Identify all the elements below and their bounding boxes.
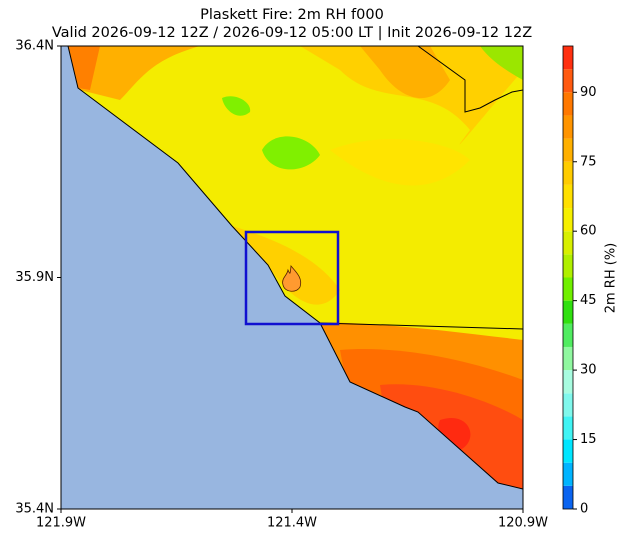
x-tick-label: 120.9W (498, 516, 548, 531)
y-tick-label: 35.9N (15, 270, 54, 285)
colorbar-level (563, 346, 573, 371)
colorbar-tick-label: 75 (580, 154, 597, 169)
fire-icon (282, 265, 302, 292)
colorbar-tick-label: 30 (580, 363, 597, 378)
colorbar-level (563, 277, 573, 301)
colorbar-label: 2m RH (%) (604, 243, 619, 314)
colorbar-level (563, 69, 573, 93)
colorbar-level (563, 161, 573, 185)
ocean (61, 46, 523, 509)
colorbar-level (563, 46, 573, 70)
county-line (417, 46, 523, 113)
colorbar-tick-label: 0 (580, 502, 588, 517)
colorbar-level (563, 300, 573, 324)
colorbar-tick-label: 60 (580, 224, 597, 239)
colorbar-level (563, 138, 573, 162)
fire-area-box (244, 230, 340, 326)
map (61, 46, 523, 509)
subtitle: Valid 2026-09-12 12Z / 2026-09-12 05:00 … (52, 25, 532, 41)
colorbar-tick-label: 15 (580, 432, 597, 447)
colorbar-frame (562, 45, 574, 510)
colorbar-level (563, 393, 573, 417)
rh-band (232, 226, 340, 305)
title: Plaskett Fire: 2m RH f000 (200, 7, 384, 23)
rh-band (222, 96, 251, 116)
rh-band (330, 139, 470, 186)
colorbar-level (563, 184, 573, 209)
colorbar-tick-label: 90 (580, 85, 597, 100)
x-tick-label: 121.9W (36, 516, 86, 531)
colorbar-level (563, 485, 573, 509)
rh-band (360, 46, 450, 99)
rh-band (480, 46, 523, 80)
colorbar-level (563, 254, 573, 278)
colorbar-level (563, 370, 573, 394)
colorbar-level (563, 92, 573, 116)
y-tick-label: 36.4N (15, 39, 54, 54)
colorbar-tick-label: 45 (580, 293, 597, 308)
colorbar-level (563, 416, 573, 440)
y-tick-label: 35.4N (15, 502, 54, 517)
colorbar-level (563, 115, 573, 139)
colorbar-level (563, 439, 573, 463)
colorbar-level (563, 323, 573, 347)
x-tick-label: 121.4W (267, 516, 317, 531)
colorbar-level (563, 462, 573, 486)
colorbar-level (563, 231, 573, 255)
county-line (319, 322, 523, 330)
rh-band (262, 136, 320, 170)
colorbar-level (563, 208, 573, 232)
